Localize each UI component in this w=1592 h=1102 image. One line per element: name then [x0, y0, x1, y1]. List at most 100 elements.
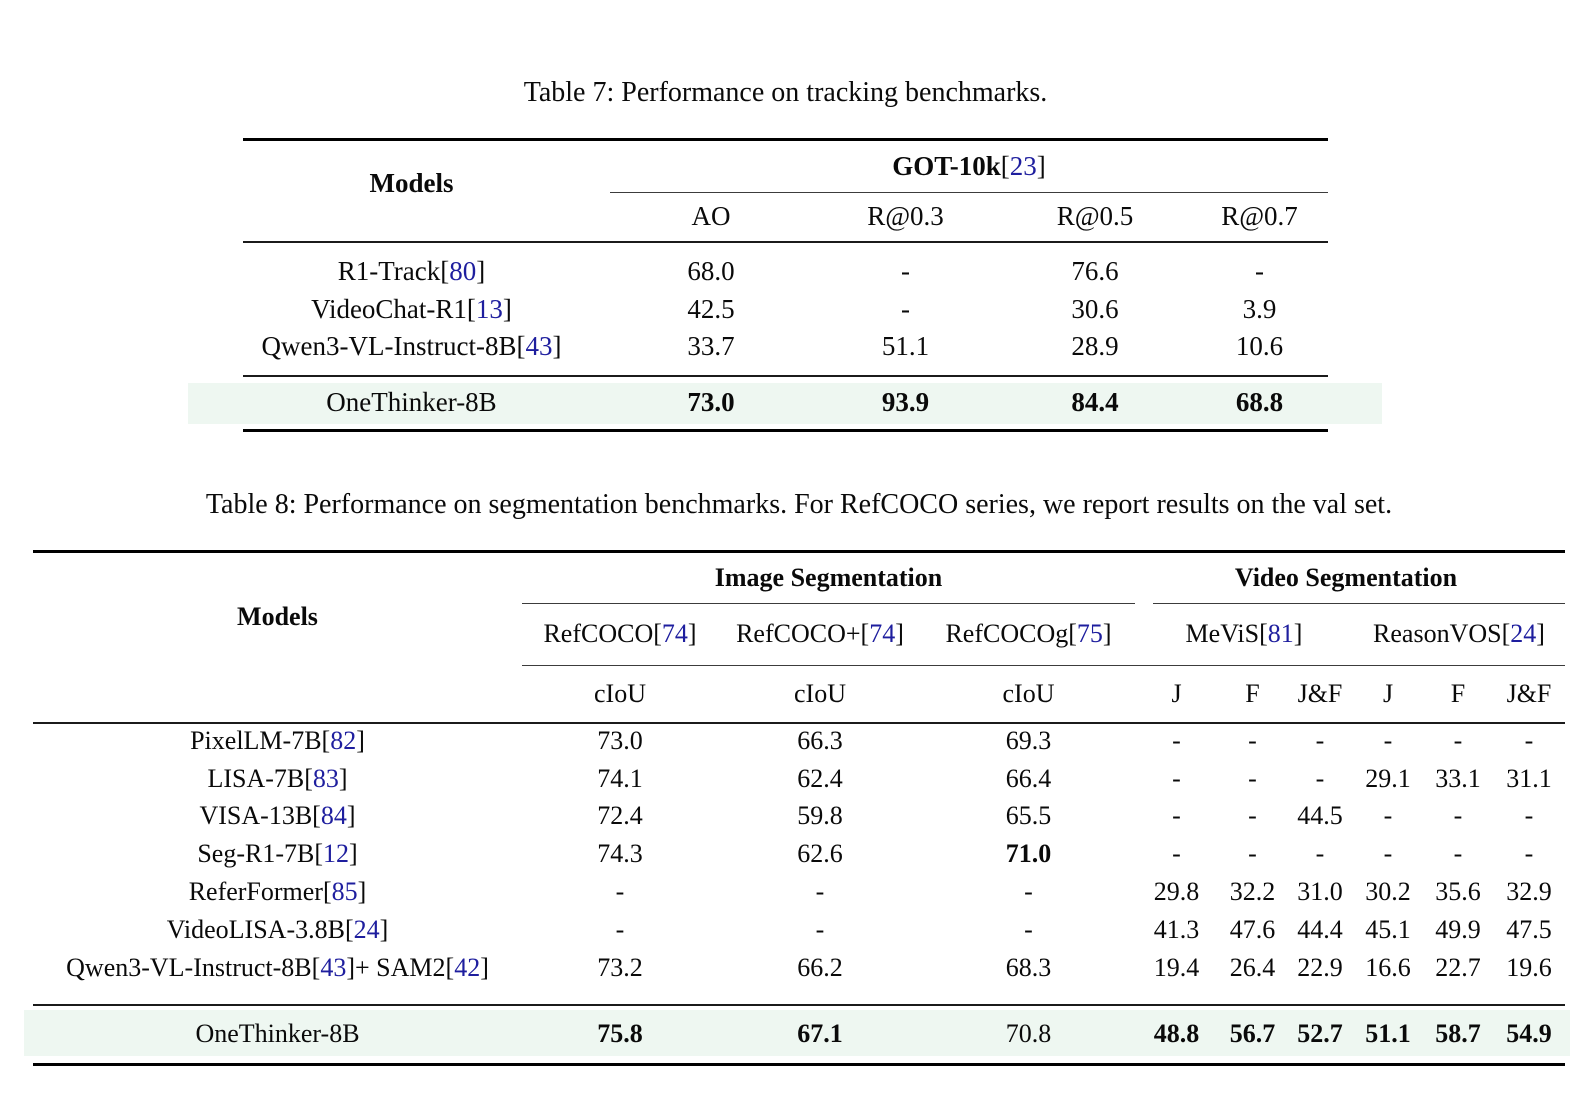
cite-bracket: [: [312, 801, 321, 831]
value-cell: 45.1: [1365, 914, 1411, 944]
table7-models-header: Models: [369, 167, 454, 198]
label-text: VISA-13B: [199, 801, 313, 831]
value-cell: 73.0: [597, 725, 643, 755]
table8-benchmark-headers: RefCOCO [74] RefCOCO+ [74] RefCOCOg [75] Me…: [522, 603, 1565, 665]
value-cell: -: [1172, 839, 1181, 869]
value-cell: 19.4: [1153, 952, 1200, 982]
value-cell: -: [1453, 725, 1463, 755]
table7-highlight-band: [188, 383, 1382, 424]
citation-number: 12: [323, 839, 349, 869]
cite-bracket: [: [1259, 619, 1268, 648]
column-header: J: [1382, 678, 1394, 708]
value-cell: 28.9: [1071, 331, 1119, 362]
value-cell: -: [1248, 801, 1257, 831]
cite-bracket: ]: [346, 952, 355, 982]
cite-bracket: [: [314, 839, 323, 869]
value-cell: 33.1: [1435, 763, 1481, 793]
value-cell: 68.8: [1235, 386, 1284, 417]
citation-number: 24: [1510, 619, 1537, 648]
value-cell: 52.7: [1297, 1018, 1343, 1048]
value-cell: -: [1315, 763, 1325, 793]
model-cell: OneThinker-8B: [243, 375, 610, 429]
cite-bracket: [: [860, 619, 870, 648]
label-text: Qwen3-VL-Instruct-8B: [261, 331, 517, 362]
table7-bottom-rule: [243, 429, 1328, 432]
table7-top-rule: [243, 138, 1328, 141]
value-cell: -: [815, 877, 825, 907]
table8-benchmark-rule: [522, 665, 1565, 667]
table7-body: R1-Track [80] 68.0-76.6- VideoChat-R1 [13]…: [243, 253, 1328, 366]
value-cell: 44.4: [1297, 914, 1343, 944]
value-cell: 68.3: [1005, 952, 1052, 982]
label-text: VideoLISA-3.8B: [166, 914, 345, 944]
table8-header-rule: [33, 722, 1565, 724]
cite-bracket: ]: [1536, 619, 1545, 648]
cite-bracket: ]: [1036, 150, 1046, 181]
table7-prehighlight-rule: [243, 375, 1328, 377]
column-header: R@0.7: [1221, 201, 1298, 231]
label-text: OneThinker-8B: [195, 1018, 360, 1048]
column-header: cIoU: [594, 678, 646, 708]
label-text: RefCOCOg: [945, 619, 1069, 648]
value-cell: 32.9: [1506, 877, 1552, 907]
table7-group-header-got10k: GOT-10k [23]: [610, 146, 1328, 186]
model-cell: Qwen3-VL-Instruct-8B [43] + SAM2 [42]: [33, 949, 522, 987]
citation-number: 43: [525, 331, 553, 362]
value-cell: 84.4: [1071, 386, 1119, 417]
citation-number: 24: [353, 914, 380, 944]
value-cell: -: [1024, 877, 1033, 907]
value-cell: 74.3: [597, 839, 643, 869]
table8-bottom-rule: [33, 1063, 1565, 1066]
value-cell: 30.2: [1365, 877, 1411, 907]
citation-number: 42: [454, 952, 481, 982]
table7-column-headers: AO R@0.3 R@0.5 R@0.7: [610, 192, 1328, 241]
table-row: OneThinker-8B 75.8 67.1 70.8 48.8 56.7 52.7 51.…: [33, 1004, 1565, 1063]
value-cell: 41.3: [1153, 914, 1200, 944]
table8-group-header-image-segmentation: Image Segmentation: [714, 563, 943, 592]
cite-bracket: [: [321, 725, 331, 755]
value-cell: 93.9: [881, 386, 930, 417]
value-cell: 49.9: [1435, 914, 1481, 944]
value-cell: 68.0: [687, 256, 735, 287]
value-cell: 48.8: [1153, 1018, 1200, 1048]
table-row: ReferFormer [85] - - - 29.8 32.2 31.0 30.2 35.6 3…: [33, 873, 1565, 911]
value-cell: 62.4: [797, 763, 843, 793]
table8-cmidrule-image: [522, 603, 1135, 605]
cite-bracket: [: [344, 914, 354, 944]
cite-bracket: [: [466, 293, 476, 324]
table7: Models GOT-10k [23] AO R@0.3 R@0.5 R@0.7 R1…: [243, 138, 1328, 432]
value-cell: 31.1: [1506, 763, 1552, 793]
model-cell: Qwen3-VL-Instruct-8B [43]: [243, 328, 610, 366]
label-text: LISA-7B: [207, 763, 305, 793]
table8-highlight-band: [24, 1010, 1570, 1056]
label-text: R1-Track: [337, 256, 441, 287]
value-cell: -: [615, 914, 625, 944]
value-cell: -: [1248, 839, 1257, 869]
value-cell: 76.6: [1071, 256, 1119, 287]
label-text: OneThinker-8B: [326, 386, 497, 417]
value-cell: 29.8: [1153, 877, 1200, 907]
label-text: GOT-10k: [892, 150, 1001, 181]
citation-number: 84: [320, 801, 347, 831]
cite-bracket: ]: [346, 801, 356, 831]
cite-bracket: [: [516, 331, 526, 362]
table-row: PixelLM-7B [82] 73.0 66.3 69.3 - - - - - -: [33, 722, 1565, 760]
value-cell: 19.6: [1506, 952, 1552, 982]
model-cell: PixelLM-7B [82]: [33, 722, 522, 760]
table-row: Seg-R1-7B [12] 74.3 62.6 71.0 - - - - - -: [33, 835, 1565, 873]
value-cell: -: [1524, 801, 1534, 831]
value-cell: 47.6: [1229, 914, 1276, 944]
citation-number: 74: [869, 619, 896, 648]
column-header: J: [1171, 678, 1182, 708]
value-cell: -: [1024, 914, 1033, 944]
table8-cmidrule-video: [1153, 603, 1565, 605]
table-row: Qwen3-VL-Instruct-8B [43] 33.7 51.1 28.9 10.…: [243, 328, 1328, 366]
label-text: MeViS: [1185, 619, 1260, 648]
value-cell: 16.6: [1365, 952, 1411, 982]
table7-header-rule: [243, 241, 1328, 243]
label-text: ReasonVOS: [1373, 619, 1502, 648]
cite-bracket: ]: [349, 839, 358, 869]
cite-bracket: ]: [895, 619, 904, 648]
table8-metric-headers: cIoU cIoU cIoU J F J&F J F J&F: [522, 665, 1565, 722]
